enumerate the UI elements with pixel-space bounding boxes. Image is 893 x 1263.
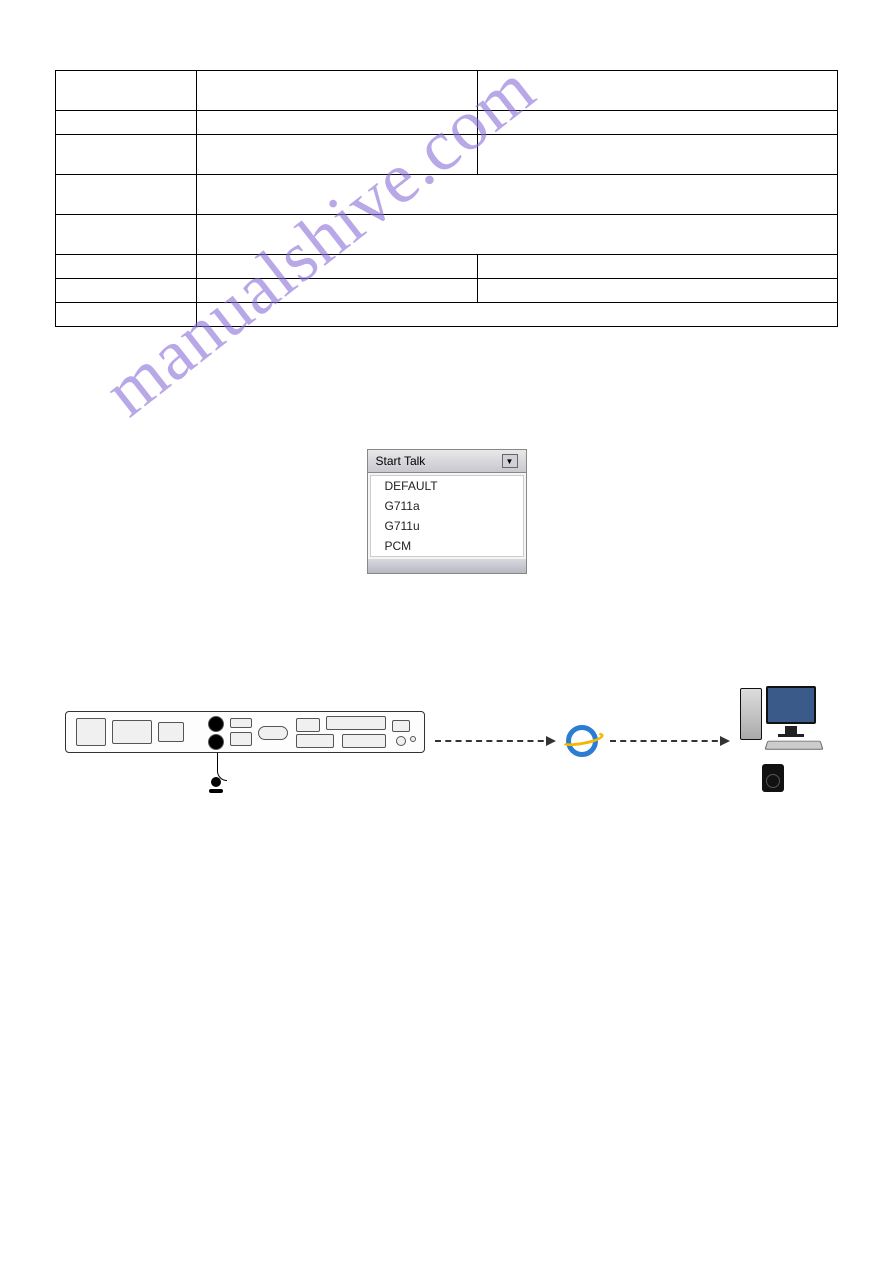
cell <box>478 135 838 175</box>
table-row <box>56 111 838 135</box>
start-talk-dropdown: Start Talk ▼ DEFAULT G711a G711u PCM <box>367 449 527 574</box>
table-row <box>56 135 838 175</box>
cell <box>56 175 197 215</box>
cell <box>56 135 197 175</box>
table-row <box>56 215 838 255</box>
cell <box>478 111 838 135</box>
cell <box>196 215 837 255</box>
internet-explorer-icon <box>564 723 600 759</box>
cell <box>196 175 837 215</box>
body-text-block <box>55 367 838 429</box>
cell <box>196 135 478 175</box>
connection-diagram <box>55 686 838 796</box>
cell <box>478 255 838 279</box>
cell <box>196 255 478 279</box>
cell <box>478 71 838 111</box>
table-row <box>56 279 838 303</box>
cell <box>196 111 478 135</box>
dropdown-footer-bar <box>368 559 526 573</box>
nvr-device-icon <box>65 711 425 771</box>
cell <box>56 279 197 303</box>
dropdown-option-g711a[interactable]: G711a <box>371 496 523 516</box>
arrow-right-icon <box>610 740 729 742</box>
body-text-block-2 <box>55 614 838 656</box>
chevron-down-icon[interactable]: ▼ <box>502 454 518 468</box>
cell <box>196 71 478 111</box>
dropdown-option-pcm[interactable]: PCM <box>371 536 523 556</box>
table-row <box>56 255 838 279</box>
dropdown-option-default[interactable]: DEFAULT <box>371 476 523 496</box>
table-row <box>56 303 838 327</box>
cell <box>56 255 197 279</box>
cell <box>56 111 197 135</box>
cell <box>56 303 197 327</box>
cell <box>196 279 478 303</box>
dropdown-option-g711u[interactable]: G711u <box>371 516 523 536</box>
dropdown-label: Start Talk <box>376 454 426 468</box>
cell <box>56 215 197 255</box>
table-row <box>56 71 838 111</box>
table-row <box>56 175 838 215</box>
microphone-icon <box>213 753 233 798</box>
cell <box>478 279 838 303</box>
arrow-right-icon <box>435 740 554 742</box>
pc-with-speaker-icon <box>738 686 828 796</box>
spec-table <box>55 70 838 327</box>
dropdown-list: DEFAULT G711a G711u PCM <box>370 475 524 557</box>
cell <box>56 71 197 111</box>
cell <box>196 303 837 327</box>
dropdown-header[interactable]: Start Talk ▼ <box>368 450 526 473</box>
